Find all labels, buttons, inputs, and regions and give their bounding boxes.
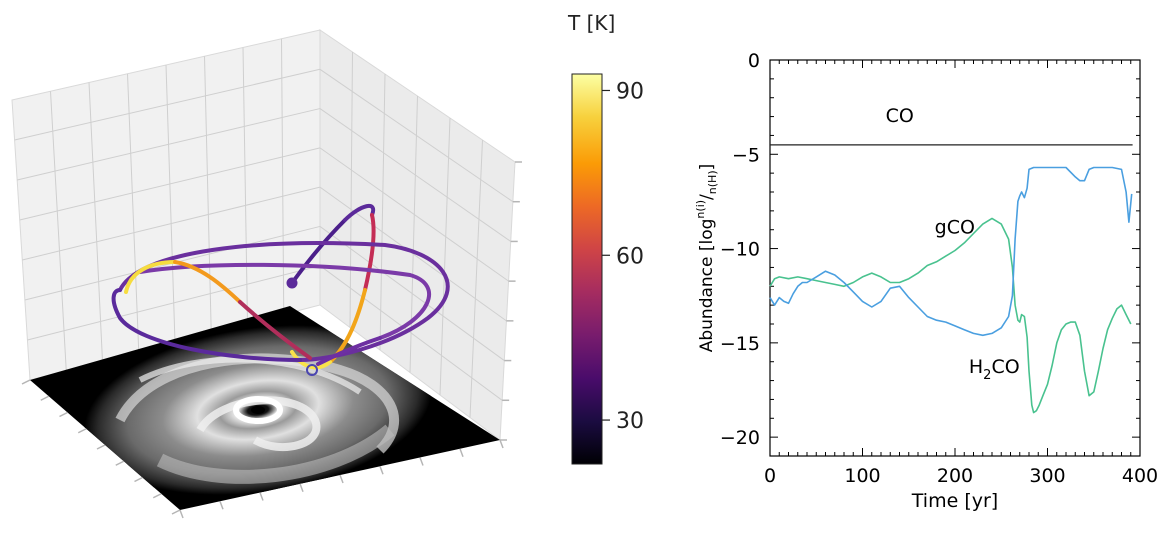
left-pane-hgrid xyxy=(22,186,321,261)
series-line-h2co xyxy=(769,166,1133,337)
y-label-numerator: n(i) xyxy=(694,200,707,219)
trajectory-3d-svg xyxy=(11,29,522,519)
colorbar-tick-label: 60 xyxy=(616,244,644,269)
y-tick-label: −10 xyxy=(720,239,760,261)
left-pane-vgrid xyxy=(204,56,212,334)
x3d-tick xyxy=(40,395,50,401)
series-annotation: H2CO xyxy=(969,356,1020,383)
colorbar-title: T [K] xyxy=(567,11,615,35)
y3d-tick xyxy=(339,474,344,484)
y3d-tick xyxy=(459,448,464,458)
trajectory-segment-11 xyxy=(316,336,382,366)
y-label-main: Abundance [log xyxy=(697,219,717,353)
x-tick-label: 300 xyxy=(1029,465,1065,487)
x-tick-label: 200 xyxy=(937,465,973,487)
y3d-tick xyxy=(259,492,264,501)
left-pane-hgrid xyxy=(19,147,321,221)
y-label-denominator: n(H) xyxy=(706,170,719,194)
colorbar-tick-label: 30 xyxy=(616,409,644,434)
colorbar-svg: T [K] 30 60 90 xyxy=(567,11,644,465)
pane-grid xyxy=(14,38,514,418)
right-pane-vgrid xyxy=(349,51,353,328)
plot-frame xyxy=(769,59,1141,457)
right-pane-vgrid xyxy=(409,95,418,373)
x3d-tick xyxy=(152,493,162,499)
disk-image xyxy=(84,325,432,495)
right-pane-hgrid xyxy=(319,108,512,242)
y3d-tick xyxy=(179,509,184,519)
trajectory-segment-10 xyxy=(238,300,312,360)
y3d-tick xyxy=(219,500,224,510)
trajectory-segment-5 xyxy=(118,241,450,362)
trajectory-segment-1 xyxy=(343,204,376,222)
temperature-trajectory xyxy=(111,204,450,370)
x-tick-label: 100 xyxy=(844,465,880,487)
series-annotation: CO xyxy=(886,105,914,127)
left-pane-vgrid xyxy=(242,47,248,324)
right-pane-hgrid xyxy=(319,147,509,282)
x-tick-label: 0 xyxy=(764,465,776,487)
y-label-slash: / xyxy=(697,194,717,200)
trajectory-segment-8 xyxy=(124,260,177,294)
x3d-tick xyxy=(59,411,68,418)
trajectory-3d-panel xyxy=(0,0,560,531)
trajectory-segment-4 xyxy=(290,350,332,370)
series-annotation: gCO xyxy=(935,216,975,238)
right-pane-vgrid xyxy=(439,117,451,396)
left-pane-vgrid xyxy=(281,38,285,315)
x-axis-label: Time [yr] xyxy=(911,490,998,512)
trajectory-segment-0 xyxy=(290,218,347,285)
right-pane-hgrid xyxy=(319,68,514,203)
trajectory-start-marker xyxy=(286,277,298,289)
left-pane-vgrid xyxy=(127,73,140,352)
y3d-tick xyxy=(419,457,424,466)
colorbar-gradient xyxy=(571,73,603,465)
series-labels: CO gCO H2CO xyxy=(886,105,1020,383)
x3d-tick xyxy=(21,379,31,385)
x3d-tick xyxy=(77,428,87,434)
axis-ticks xyxy=(21,161,522,519)
right-pane-vgrid xyxy=(469,139,483,418)
y-tick-label: −20 xyxy=(720,427,760,449)
x3d-tick xyxy=(96,444,106,450)
series-lines xyxy=(769,144,1133,414)
abundance-chart-svg: 0 100 200 300 400 0 −5 −10 −15 −20 CO gCO H2CO Time… xyxy=(694,50,1158,512)
left-pane-vgrid xyxy=(50,91,67,371)
right-pane-vgrid xyxy=(379,73,386,351)
x3d-tick xyxy=(171,509,181,515)
y3d-tick xyxy=(299,483,304,493)
x3d-tick xyxy=(115,460,125,466)
abundance-chart-panel: 0 100 200 300 400 0 −5 −10 −15 −20 CO gCO H2CO Time… xyxy=(690,0,1164,531)
trajectory-segment-6 xyxy=(111,288,302,362)
left-pane-vgrid xyxy=(165,64,176,343)
trajectory-segment-2 xyxy=(363,213,376,292)
right-pane-hgrid xyxy=(319,265,503,401)
y3d-tick xyxy=(379,465,384,475)
left-pane-vgrid xyxy=(88,82,103,362)
colorbar-ticks: 30 60 90 xyxy=(602,79,644,434)
colorbar-tick-label: 90 xyxy=(616,79,644,104)
y-axis-label: Abundance [logn(i)/n(H)] xyxy=(694,164,719,353)
trajectory-segment-9 xyxy=(173,260,242,304)
y-label-close: ] xyxy=(697,164,717,171)
y-tick-label: 0 xyxy=(748,50,760,72)
right-pane-hgrid xyxy=(319,226,505,361)
x-tick-label: 400 xyxy=(1122,465,1158,487)
x3d-tick xyxy=(134,476,143,483)
left-pane-hgrid xyxy=(17,108,321,181)
left-pane-hgrid xyxy=(14,68,321,141)
y3d-tick xyxy=(499,439,504,449)
axis-ticks: 0 100 200 300 400 0 −5 −10 −15 −20 xyxy=(720,50,1158,487)
series-line-gco xyxy=(769,217,1132,414)
trajectory-segment-7 xyxy=(138,262,431,340)
y-tick-label: −5 xyxy=(732,144,760,166)
right-pane-hgrid xyxy=(319,186,507,322)
left-pane-hgrid xyxy=(27,265,321,341)
trajectory-end-marker xyxy=(306,364,318,376)
y-tick-label: −15 xyxy=(720,333,760,355)
colorbar-panel: T [K] 30 60 90 xyxy=(560,0,690,531)
